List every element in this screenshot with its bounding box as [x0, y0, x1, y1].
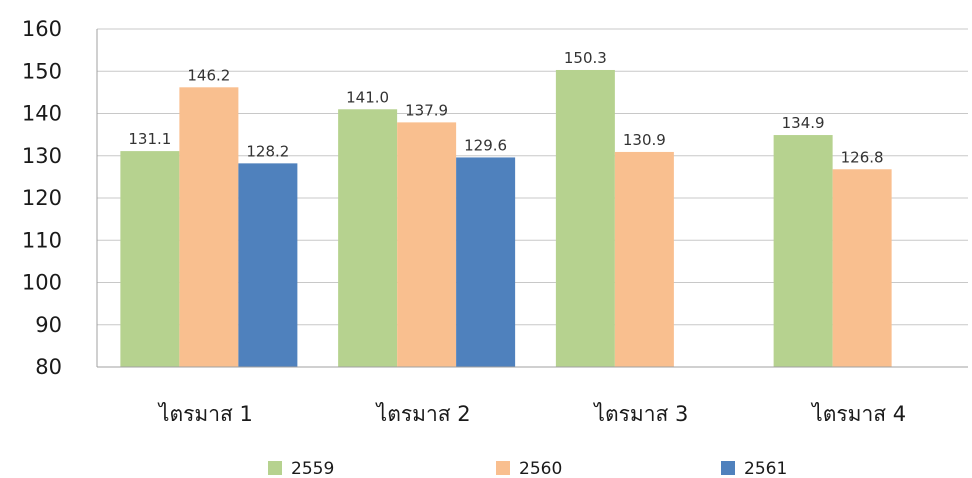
- legend-label-2560: 2560: [519, 459, 562, 478]
- y-tick-label: 120: [22, 186, 62, 210]
- bar-2560-2: [397, 122, 457, 367]
- y-tick-label: 90: [35, 313, 62, 337]
- data-label: 126.8: [841, 148, 884, 166]
- data-label: 141.0: [346, 88, 389, 106]
- x-tick-label: ไตรมาส 4: [810, 402, 906, 426]
- data-label: 129.6: [464, 136, 507, 154]
- legend-label-2561: 2561: [744, 459, 787, 478]
- legend-swatch-2560: [496, 461, 510, 475]
- bar-2560-3: [614, 151, 674, 367]
- data-label: 128.2: [246, 142, 289, 160]
- y-tick-label: 130: [22, 144, 62, 168]
- data-label: 134.9: [782, 114, 825, 132]
- legend-swatch-2559: [268, 461, 282, 475]
- y-tick-label: 140: [22, 102, 62, 126]
- data-label: 131.1: [128, 130, 171, 148]
- bars: [120, 69, 892, 368]
- data-label: 146.2: [187, 66, 230, 84]
- y-tick-label: 160: [22, 17, 62, 41]
- data-labels: 131.1 146.2 128.2 141.0 137.9 129.6 150.3 130.9…: [128, 49, 883, 166]
- bar-2561-2: [456, 157, 516, 367]
- y-tick-label: 100: [22, 271, 62, 295]
- y-axis: 80 90 100 110 120 130 140 150 160: [22, 17, 98, 379]
- bar-2559-3: [555, 69, 615, 368]
- bar-2559-2: [338, 109, 398, 368]
- bar-2560-4: [832, 169, 892, 367]
- data-label: 130.9: [623, 131, 666, 149]
- legend-swatch-2561: [721, 461, 735, 475]
- x-axis: ไตรมาส 1 ไตรมาส 2 ไตรมาส 3 ไตรมาส 4: [97, 366, 968, 426]
- x-tick-label: ไตรมาส 2: [375, 402, 471, 426]
- bar-2559-1: [120, 151, 180, 367]
- bar-2561-1: [238, 163, 298, 367]
- data-label: 137.9: [405, 101, 448, 119]
- y-tick-label: 80: [35, 355, 62, 379]
- legend-label-2559: 2559: [291, 459, 334, 478]
- data-label: 150.3: [564, 49, 607, 67]
- x-tick-label: ไตรมาส 1: [157, 402, 253, 426]
- y-tick-label: 150: [22, 59, 62, 83]
- legend: 2559 2560 2561: [268, 459, 787, 478]
- x-tick-label: ไตรมาส 3: [592, 402, 688, 426]
- bar-2560-1: [179, 87, 239, 368]
- bar-2559-4: [773, 135, 833, 367]
- y-tick-label: 110: [22, 228, 62, 252]
